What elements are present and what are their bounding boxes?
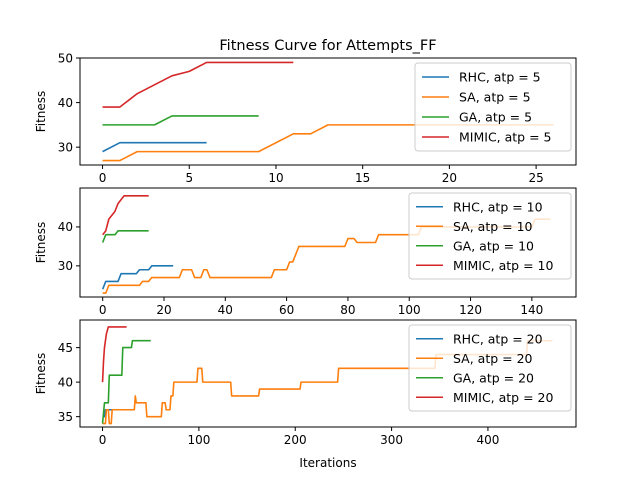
y-axis-label: Fitness: [34, 91, 48, 133]
series-group: [102, 61, 554, 162]
x-tick-label: 0: [99, 303, 107, 317]
y-axis-label: Fitness: [34, 353, 48, 395]
series-line-1: [101, 265, 174, 290]
y-tick-label: 35: [58, 410, 73, 424]
y-axis-label: Fitness: [34, 222, 48, 264]
x-axis-label: Iterations: [299, 456, 356, 470]
subplot-3: 0 100 200 300 400 35 40 45 Fitness RHC, atp = 20 S…: [34, 319, 577, 447]
x-tick-label: 80: [340, 303, 355, 317]
legend: RHC, atp = 20 SA, atp = 20 GA, atp = 20 MIM…: [408, 324, 572, 412]
y-tick-label: 45: [58, 341, 73, 355]
legend-box: [414, 62, 572, 152]
legend-entry: GA, atp = 10: [453, 238, 534, 253]
legend-entry: RHC, atp = 10: [453, 199, 543, 214]
x-tick-label: 120: [459, 303, 482, 317]
x-tick-label: 100: [398, 303, 421, 317]
axes-frame: [79, 319, 577, 428]
x-tick-label: 40: [218, 303, 233, 317]
x-tick-label: 0: [99, 433, 107, 447]
legend-entry: MIMIC, atp = 10: [453, 258, 553, 273]
x-tick-label: 140: [520, 303, 543, 317]
series-line-3: [102, 115, 259, 126]
x-tick-label: 25: [528, 171, 543, 185]
subplot-1: 0 5 10 15 20 25 30 40 50 Fitness RHC, atp = 5 SA, a…: [34, 51, 577, 185]
x-tick-label: 10: [268, 171, 283, 185]
legend-entry: GA, atp = 20: [453, 370, 534, 385]
y-tick-label: 40: [58, 96, 73, 110]
y-tick-label: 40: [58, 220, 73, 234]
x-tick-label: 0: [99, 171, 107, 185]
series-line-3: [101, 339, 151, 424]
subplots: 0 5 10 15 20 25 30 40 50 Fitness RHC, atp = 5 SA, a…: [34, 51, 577, 447]
y-tick-label: 50: [58, 51, 73, 65]
legend-entry: SA, atp = 5: [459, 90, 531, 105]
axes-frame: [79, 57, 577, 166]
x-tick-label: 400: [476, 433, 499, 447]
y-tick-label: 30: [58, 140, 73, 154]
series-line-2: [102, 339, 553, 425]
x-tick-label: 300: [380, 433, 403, 447]
x-tick-label: 5: [185, 171, 193, 185]
legend-entry: RHC, atp = 5: [459, 70, 541, 85]
legend: RHC, atp = 5 SA, atp = 5 GA, atp = 5 MIMIC,…: [414, 62, 572, 152]
legend-entry: GA, atp = 5: [459, 110, 532, 125]
series-group: [101, 326, 553, 425]
x-tick-label: 20: [442, 171, 457, 185]
series-line-4: [102, 61, 294, 108]
series-line-2: [102, 218, 551, 294]
axes-frame: [79, 187, 577, 298]
x-tick-label: 200: [284, 433, 307, 447]
x-tick-label: 60: [279, 303, 294, 317]
series-line-3: [101, 230, 149, 243]
legend-entry: SA, atp = 10: [453, 219, 533, 234]
legend-entry: MIMIC, atp = 20: [453, 390, 553, 405]
legend-entry: MIMIC, atp = 5: [459, 130, 552, 145]
x-tick-label: 20: [156, 303, 171, 317]
series-line-1: [102, 141, 207, 153]
series-line-2: [102, 124, 554, 162]
legend-entry: RHC, atp = 20: [453, 331, 543, 346]
legend-box: [408, 192, 572, 280]
x-tick-label: 15: [355, 171, 370, 185]
x-tick-label: 100: [187, 433, 210, 447]
series-line-4: [102, 194, 149, 236]
legend-entry: SA, atp = 20: [453, 351, 533, 366]
legend: RHC, atp = 10 SA, atp = 10 GA, atp = 10 MIM…: [408, 192, 572, 280]
series-group: [101, 194, 551, 294]
series-line-4: [101, 326, 127, 383]
legend-box: [408, 324, 572, 412]
chart-title: Fitness Curve for Attempts_FF: [219, 38, 436, 54]
y-tick-label: 30: [58, 259, 73, 273]
subplot-2: 0 20 40 60 80 100 120 140 30 40 Fitness RHC, atp = …: [34, 187, 577, 317]
y-tick-label: 40: [58, 375, 73, 389]
